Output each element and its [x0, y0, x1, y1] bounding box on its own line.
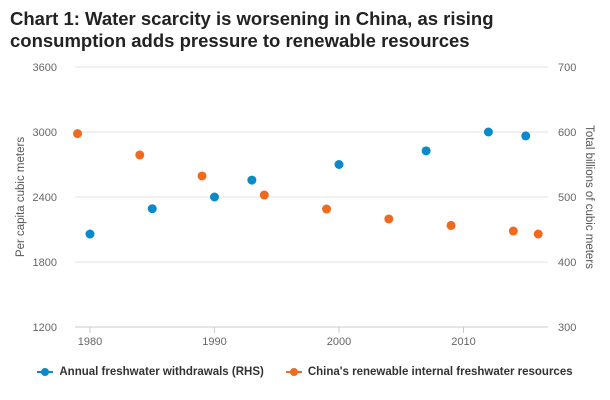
y-tick-label: 3600	[33, 62, 57, 74]
y2-tick-label: 700	[558, 62, 576, 74]
legend-marker-orange	[285, 368, 302, 376]
y-tick-label: 2400	[33, 192, 57, 204]
data-point-withdrawals	[483, 127, 493, 137]
y2-tick-label: 400	[558, 257, 576, 269]
data-point-resources	[259, 190, 269, 200]
y2-tick-label: 600	[558, 127, 576, 139]
data-point-resources	[135, 150, 145, 160]
x-tick-label: 2010	[451, 336, 475, 348]
data-point-withdrawals	[210, 192, 219, 202]
y2-tick-label: 500	[558, 192, 576, 204]
data-point-withdrawals	[421, 146, 431, 156]
data-point-resources	[446, 220, 456, 230]
legend-item-withdrawals[interactable]: Annual freshwater withdrawals (RHS)	[37, 366, 264, 378]
data-point-resources	[73, 129, 83, 139]
x-tick-label: 1980	[78, 336, 102, 348]
legend-item-resources[interactable]: China's renewable internal freshwater re…	[285, 366, 573, 378]
y2-axis-label: Total billions of cubic meters	[583, 125, 595, 269]
data-point-withdrawals	[85, 229, 95, 239]
data-point-withdrawals	[521, 131, 531, 141]
y-axis-label: Per capita cubic meters	[15, 137, 27, 257]
y-tick-label: 1800	[33, 257, 57, 269]
y-tick-label: 3000	[33, 127, 57, 139]
data-point-resources	[197, 171, 207, 181]
data-point-withdrawals	[247, 175, 257, 185]
y-tick-label: 1200	[33, 322, 57, 334]
legend-label: Annual freshwater withdrawals (RHS)	[59, 366, 264, 378]
data-point-withdrawals	[147, 204, 157, 214]
data-point-resources	[533, 229, 543, 239]
data-point-resources	[508, 226, 518, 236]
x-tick-label: 2000	[327, 336, 351, 348]
legend-marker-blue	[37, 368, 54, 376]
data-point-resources	[322, 204, 332, 214]
data-point-resources	[384, 214, 394, 224]
chart-title: Chart 1: Water scarcity is worsening in …	[10, 8, 494, 51]
legend-label: China's renewable internal freshwater re…	[307, 366, 573, 378]
x-tick-label: 1990	[202, 336, 226, 348]
legend: Annual freshwater withdrawals (RHS) Chin…	[0, 366, 610, 378]
data-point-withdrawals	[334, 160, 344, 169]
y2-tick-label: 300	[558, 322, 576, 334]
